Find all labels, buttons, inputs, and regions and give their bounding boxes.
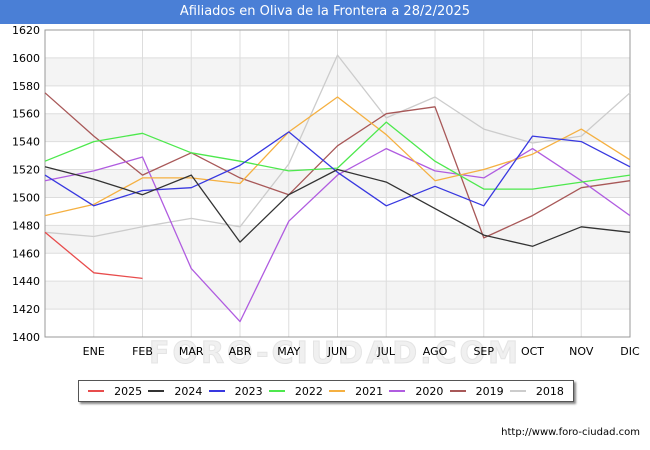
y-tick-label: 1420 (12, 303, 40, 316)
y-tick-label: 1440 (12, 275, 40, 288)
x-tick-label: SEP (473, 345, 494, 358)
x-tick-label: ENE (83, 345, 105, 358)
legend-item-2023: 2023 (208, 384, 263, 398)
legend-label: 2018 (535, 384, 564, 398)
legend-label: 2023 (234, 384, 263, 398)
y-axis: 1400 1420 1440 1460 1480 1500 1520 1540 1560 1580… (12, 24, 40, 344)
series-line-2020 (44, 147, 631, 323)
x-tick-label: AGO (423, 345, 448, 358)
legend-label: 2025 (114, 384, 143, 398)
x-tick-label: DIC (620, 345, 640, 358)
legend-item-2018: 2018 (509, 384, 564, 398)
x-tick-label: NOV (569, 345, 594, 358)
source-url[interactable]: http://www.foro-ciudad.com (501, 427, 640, 438)
legend-item-2024: 2024 (148, 385, 202, 398)
x-tick-label: MAY (277, 345, 300, 358)
x-tick-label: FEB (132, 345, 153, 358)
legend-swatch (268, 390, 285, 392)
x-tick-label: ABR (229, 345, 252, 358)
x-axis: ENE FEB MAR ABR MAY JUN JUL AGO SEP OCT NOV DIC (83, 345, 640, 358)
legend-swatch (329, 390, 346, 392)
x-tick-label: JUL (377, 345, 396, 358)
y-tick-label: 1520 (12, 164, 40, 177)
y-tick-label: 1500 (12, 191, 40, 204)
x-tick-label: MAR (179, 345, 204, 358)
legend-item-2020: 2020 (389, 385, 443, 398)
legend-label: 2020 (415, 384, 444, 398)
series-line-2018 (44, 54, 631, 238)
y-tick-label: 1480 (12, 219, 40, 232)
watermark: FORO-CIUDAD.COM (149, 336, 521, 371)
series-line-2024 (44, 166, 631, 247)
x-tick-label: OCT (521, 345, 544, 358)
legend-item-2021: 2021 (329, 385, 383, 398)
legend: 2025 2024 2023 2022 2021 2020 2019 2018 (78, 380, 574, 402)
legend-item-2022: 2022 (268, 384, 323, 398)
legend-swatch (208, 390, 225, 392)
legend-label: 2024 (174, 384, 203, 398)
legend-swatch (389, 390, 406, 392)
legend-label: 2021 (355, 384, 384, 398)
series-lines (44, 54, 631, 323)
legend-swatch (148, 390, 165, 392)
legend-label: 2022 (294, 384, 323, 398)
y-tick-label: 1540 (12, 136, 40, 149)
legend-label: 2019 (475, 384, 504, 398)
x-tick-label: JUN (327, 345, 348, 358)
legend-swatch (509, 390, 526, 392)
series-line-2022 (44, 121, 631, 190)
series-line-2025 (44, 231, 143, 280)
y-tick-label: 1400 (12, 331, 40, 344)
y-tick-label: 1580 (12, 80, 40, 93)
legend-item-2019: 2019 (449, 384, 504, 398)
chart-title: Afiliados en Oliva de la Frontera a 28/2… (0, 0, 650, 24)
series-line-2019 (44, 92, 631, 239)
y-tick-label: 1460 (12, 247, 40, 260)
y-tick-label: 1620 (12, 24, 40, 37)
series-line-2021 (44, 96, 631, 217)
legend-swatch (449, 390, 466, 392)
legend-swatch (88, 390, 105, 392)
y-tick-label: 1600 (12, 52, 40, 65)
plot-border (44, 29, 631, 338)
series-line-2023 (44, 131, 631, 207)
legend-item-2025: 2025 (88, 385, 142, 398)
y-tick-label: 1560 (12, 108, 40, 121)
